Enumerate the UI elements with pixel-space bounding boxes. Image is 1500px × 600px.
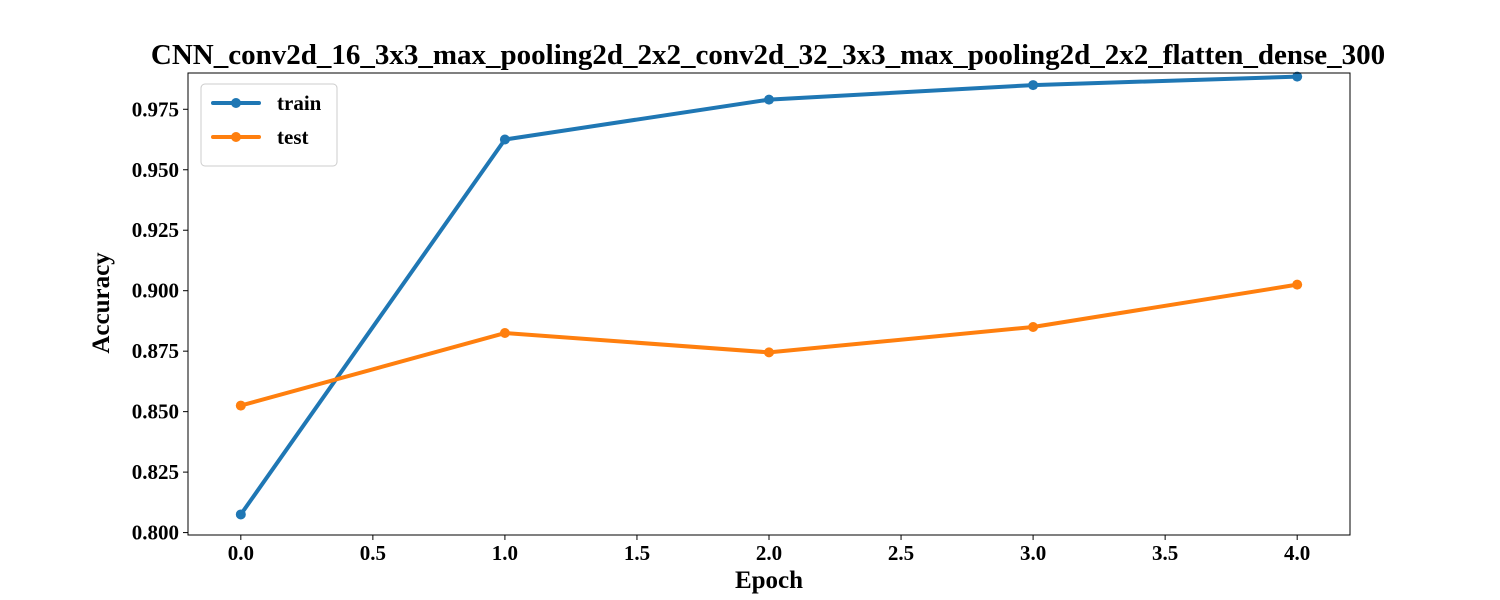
y-tick-label: 0.900	[132, 279, 179, 303]
data-point-test	[1028, 321, 1039, 332]
plot-area: 0.0 0.5 1.0 1.5 2.0 2.5 3.0 3.5 4.0 0.800 0.825 0.8…	[132, 71, 1351, 565]
y-axis-label: Accuracy	[88, 252, 115, 354]
legend-marker-test	[231, 132, 241, 142]
x-tick-label: 3.5	[1152, 541, 1178, 565]
legend-marker-train	[231, 98, 241, 108]
x-tick-label: 2.0	[756, 541, 782, 565]
y-tick-label: 0.925	[132, 218, 179, 242]
series-line-test	[238, 282, 1300, 408]
x-axis-label: Epoch	[735, 567, 803, 594]
x-tick-label: 3.0	[1020, 541, 1046, 565]
x-tick-label: 4.0	[1284, 541, 1310, 565]
series-line-train	[238, 74, 1300, 517]
x-tick-label: 0.0	[228, 541, 254, 565]
legend-label-train: train	[277, 91, 322, 115]
y-tick-label: 0.825	[132, 460, 179, 484]
data-point-test	[1292, 279, 1303, 290]
y-tick-label: 0.800	[132, 521, 179, 545]
legend-label-test: test	[277, 125, 308, 149]
y-tick-label: 0.850	[132, 400, 179, 424]
y-tick-label: 0.975	[132, 97, 179, 121]
x-tick-label: 1.5	[624, 541, 650, 565]
x-tick-label: 1.0	[492, 541, 518, 565]
axes-frame	[187, 72, 1351, 536]
x-tick-label: 0.5	[360, 541, 386, 565]
y-tick-label: 0.875	[132, 339, 179, 363]
y-tick-label: 0.950	[132, 158, 179, 182]
chart-title: CNN_conv2d_16_3x3_max_pooling2d_2x2_conv…	[151, 39, 1385, 71]
data-point-train	[1292, 71, 1303, 82]
x-tick-label: 2.5	[888, 541, 914, 565]
data-point-test	[499, 328, 510, 339]
data-point-test	[235, 400, 246, 411]
data-point-test	[764, 347, 774, 358]
data-point-train	[1028, 80, 1039, 91]
data-point-train	[499, 134, 510, 145]
data-point-train	[764, 94, 774, 105]
data-point-train	[235, 509, 246, 520]
